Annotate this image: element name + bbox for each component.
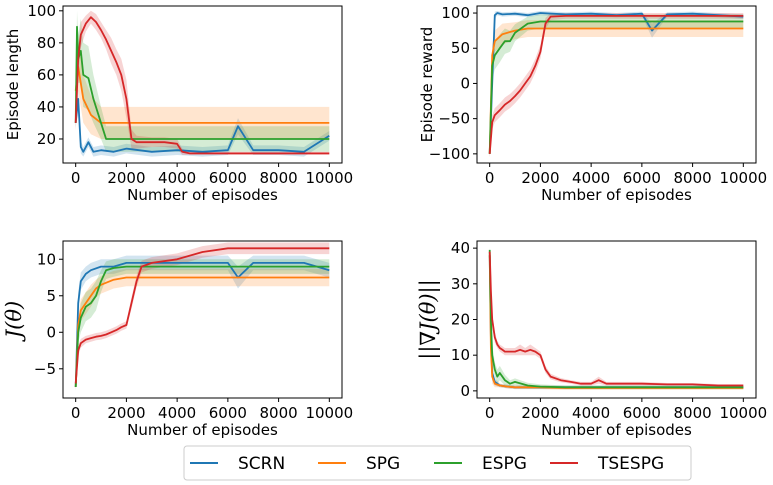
series-line-scrn (488, 255, 744, 389)
band-espg (489, 14, 744, 158)
plot-frame (62, 5, 343, 164)
x-tick-label: 8000 (259, 169, 297, 187)
x-tick-label: 10000 (305, 404, 353, 422)
y-tick-label: 10 (451, 346, 470, 364)
y-tick-label: 0 (460, 382, 470, 400)
x-tick-label: 4000 (158, 169, 196, 187)
ylabel-episode-reward: Episode reward (418, 27, 436, 143)
band-tsespg (75, 10, 330, 155)
x-axis-label: Number of episodes (541, 421, 692, 439)
band-scrn (489, 251, 744, 390)
band-scrn (75, 255, 330, 391)
y-tick-label: 60 (37, 66, 56, 84)
x-tick-label: 2000 (107, 404, 145, 422)
chart-panel-1: 0 2000 4000 6000 8000 10000 20 40 60 80 100 Number … (4, 2, 353, 204)
x-tick-label: 10000 (719, 404, 767, 422)
y-tick-label: 0 (460, 74, 470, 92)
series-line-tsespg (488, 14, 744, 154)
y-tick-label: 0 (46, 323, 56, 341)
x-tick-label: 6000 (209, 404, 247, 422)
x-tick-label: 8000 (259, 404, 297, 422)
x-axis-label: Number of episodes (541, 186, 692, 204)
series-line-espg (74, 265, 330, 388)
y-tick-label: 50 (451, 39, 470, 57)
x-axis-label: Number of episodes (127, 186, 278, 204)
x-tick-label: 10000 (305, 169, 353, 187)
series-line-tsespg (74, 247, 330, 384)
band-espg (75, 259, 330, 391)
legend-label-espg: ESPG (482, 454, 527, 474)
y-tick-label: −5 (34, 360, 56, 378)
series-line-tsespg (488, 251, 744, 387)
band-tsespg (75, 242, 330, 387)
x-tick-label: 8000 (673, 169, 711, 187)
x-tick-label: 4000 (572, 404, 610, 422)
plot-frame (62, 240, 343, 399)
y-tick-label: 100 (27, 2, 56, 20)
y-tick-label: 5 (46, 287, 56, 305)
x-tick-label: 6000 (623, 404, 661, 422)
series-line-scrn (74, 98, 330, 153)
band-espg (489, 246, 744, 390)
y-tick-label: −50 (438, 110, 470, 128)
plot-frame (476, 5, 757, 164)
y-tick-label: 20 (451, 311, 470, 329)
legend-label-scrn: SCRN (238, 454, 285, 474)
band-spg (489, 20, 744, 158)
series-line-spg (74, 276, 330, 388)
band-spg (489, 251, 744, 390)
x-tick-label: 0 (485, 169, 495, 187)
series-line-scrn (74, 261, 330, 388)
x-tick-label: 6000 (623, 169, 661, 187)
y-tick-label: 40 (37, 98, 56, 116)
x-tick-label: 6000 (209, 169, 247, 187)
y-tick-label: −100 (429, 145, 470, 163)
y-tick-label: 40 (451, 239, 470, 257)
x-tick-label: 4000 (158, 404, 196, 422)
chart-panel-4: 0 2000 4000 6000 8000 10000 0 10 20 30 40 Number of… (416, 239, 767, 439)
x-tick-label: 8000 (673, 404, 711, 422)
y-tick-label: 100 (441, 4, 470, 22)
x-axis-label: Number of episodes (127, 421, 278, 439)
ylabel-grad-norm: ||∇J(θ)|| (416, 279, 441, 359)
ylabel-episode-length: Episode length (4, 29, 22, 141)
legend: SCRN SPG ESPG TSESPG (183, 445, 692, 481)
chart-panel-2: 0 2000 4000 6000 8000 10000 −100 −50 0 50 100 Numbe… (418, 4, 767, 204)
x-tick-label: 0 (71, 404, 81, 422)
ylabel-j-theta: J(θ) (2, 301, 26, 342)
series-line-spg (74, 66, 330, 124)
x-tick-label: 0 (485, 404, 495, 422)
series-line-tsespg (74, 16, 330, 155)
x-tick-label: 10000 (719, 169, 767, 187)
series-line-espg (488, 249, 744, 389)
x-tick-label: 2000 (107, 169, 145, 187)
y-tick-label: 30 (451, 275, 470, 293)
band-spg (75, 42, 330, 139)
chart-panel-3: 0 2000 4000 6000 8000 10000 −5 0 5 10 Number of ep… (2, 240, 353, 439)
y-tick-label: 10 (37, 250, 56, 268)
band-espg (75, 10, 330, 152)
plot-frame (476, 240, 757, 399)
series-line-scrn (488, 12, 744, 154)
band-tsespg (489, 248, 744, 387)
series-line-espg (488, 20, 744, 154)
x-tick-label: 2000 (521, 404, 559, 422)
x-tick-label: 2000 (521, 169, 559, 187)
legend-label-spg: SPG (366, 454, 400, 474)
legend-label-tsespg: TSESPG (597, 454, 664, 474)
y-tick-label: 20 (37, 130, 56, 148)
series-line-spg (488, 255, 744, 389)
x-tick-label: 0 (71, 169, 81, 187)
y-tick-label: 80 (37, 34, 56, 52)
series-line-spg (488, 27, 744, 154)
x-tick-label: 4000 (572, 169, 610, 187)
